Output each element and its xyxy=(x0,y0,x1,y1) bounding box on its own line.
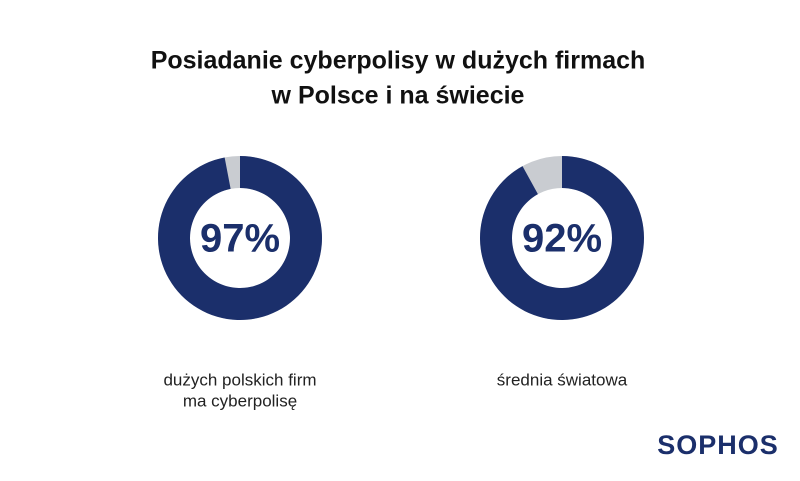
center-label: 92% xyxy=(522,217,602,261)
caption: ma cyberpolisę xyxy=(183,391,297,410)
donut-segment xyxy=(480,156,644,321)
caption: średnia światowa xyxy=(497,370,628,389)
center-label: 97% xyxy=(200,217,280,261)
title-line: Posiadanie cyberpolisy w dużych firmach xyxy=(151,47,646,75)
donut-segment xyxy=(157,156,322,320)
caption: dużych polskich firm xyxy=(163,370,316,389)
logo: SOPHOS xyxy=(657,430,779,460)
title-line: w Polsce i na świecie xyxy=(271,82,525,110)
